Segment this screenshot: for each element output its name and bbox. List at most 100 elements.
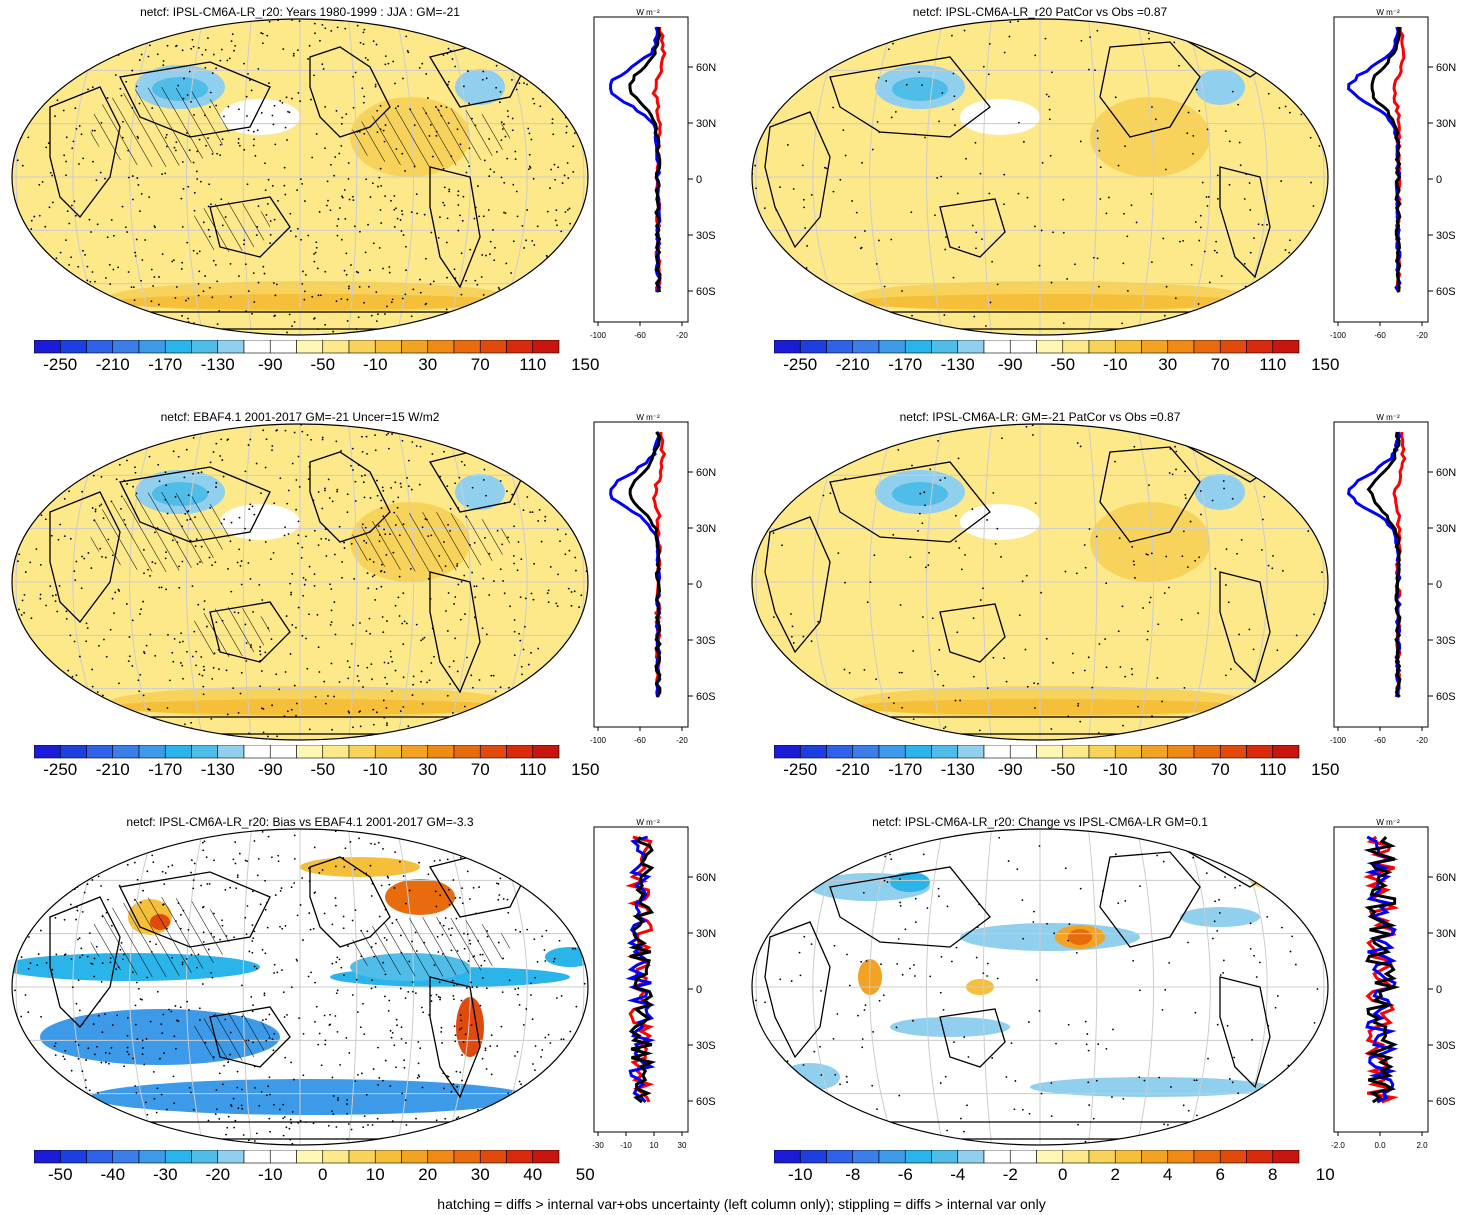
colorbar-label: -10 [362, 760, 388, 779]
colorbar-swatch [191, 745, 219, 759]
colorbar [774, 745, 1300, 759]
colorbar-swatch [799, 340, 827, 354]
colorbar-swatch [1114, 1150, 1142, 1164]
profile-tick-label: -60 [1374, 331, 1386, 340]
colorbar-label: 8 [1268, 1165, 1278, 1184]
colorbar-swatch [1036, 1150, 1064, 1164]
field-region [960, 504, 1040, 540]
colorbar-label: -6 [897, 1165, 913, 1184]
hatching [90, 492, 230, 572]
coastline [429, 976, 481, 1099]
colorbar-swatch [1088, 340, 1116, 354]
profile-line-mean [628, 431, 662, 698]
colorbar [774, 340, 1300, 354]
colorbar-label: 110 [519, 760, 547, 779]
coastline [49, 491, 121, 623]
colorbar-label: -90 [257, 355, 283, 374]
colorbar-label: 70 [1210, 355, 1230, 374]
colorbar-swatch [852, 1150, 880, 1164]
panel-title: netcf: IPSL-CM6A-LR_r20: Change vs IPSL-… [872, 815, 1208, 829]
colorbar-swatch [401, 1150, 429, 1164]
panel-title: netcf: EBAF4.1 2001-2017 GM=-21 Uncer=15… [160, 410, 440, 424]
field-region [1090, 502, 1210, 582]
panel-title: netcf: IPSL-CM6A-LR_r20: Years 1980-1999… [140, 5, 460, 19]
coastline [1219, 976, 1271, 1089]
field-region [1180, 907, 1260, 927]
colorbar-label: -170 [148, 355, 183, 374]
colorbar-swatch [322, 745, 350, 759]
colorbar-swatch [1036, 745, 1064, 759]
profile-lat-label: 30N [696, 118, 716, 130]
colorbar-label: -210 [835, 355, 870, 374]
profile-lat-label: 30S [1436, 635, 1456, 647]
colorbar-swatch [138, 340, 166, 354]
colorbar-label: -210 [95, 760, 130, 779]
colorbar-label: -250 [783, 355, 818, 374]
profile-lat-label: 30S [696, 1040, 716, 1052]
colorbar-label: 70 [1210, 760, 1230, 779]
colorbar-swatch [243, 340, 271, 354]
profile-line-model [609, 26, 662, 293]
colorbar-swatch [86, 340, 114, 354]
profile-tick-label: 2.0 [1416, 1141, 1428, 1150]
robinson-map [11, 423, 589, 741]
colorbar-labels: -250 -210 -170 -130 -90 -50 -10 30 70 110 150 [34, 355, 599, 377]
colorbar-swatch [164, 1150, 192, 1164]
profile-lat-label: 30N [1436, 118, 1456, 130]
colorbar-label: 30 [418, 760, 438, 779]
colorbar-swatch [453, 1150, 481, 1164]
profile-lat-label: 30N [1436, 523, 1456, 535]
zonal-mean-profile: W m⁻² 60N 30N 0 30S 60S -100 -60 -20 [1330, 413, 1456, 745]
colorbar-swatch [59, 745, 87, 759]
colorbar-swatch [453, 340, 481, 354]
colorbar-label: -10 [1102, 760, 1128, 779]
colorbar-label: -8 [845, 1165, 861, 1184]
colorbar-swatch [138, 745, 166, 759]
colorbar-swatch [1193, 745, 1221, 759]
coastline [764, 921, 831, 1059]
coastline [829, 461, 991, 543]
colorbar-swatch [164, 745, 192, 759]
field-region [220, 504, 300, 540]
field-region [110, 294, 510, 310]
colorbar-swatch [852, 745, 880, 759]
robinson-map [751, 423, 1329, 741]
profile-lat-label: 60S [1436, 286, 1456, 298]
map-panel-5: netcf: IPSL-CM6A-LR_r20: Bias vs EBAF4.1… [10, 815, 730, 1215]
colorbar-swatch [1219, 340, 1247, 354]
colorbar-label: -130 [940, 760, 975, 779]
field-region [1090, 97, 1210, 177]
profile-line-mean [628, 26, 662, 293]
profile-tick-label: -20 [676, 736, 688, 745]
colorbar-swatch [826, 340, 854, 354]
colorbar-swatch [1272, 1150, 1300, 1164]
colorbar-label: -2 [1002, 1165, 1018, 1184]
colorbar-swatch [112, 340, 140, 354]
map-panel-1: netcf: IPSL-CM6A-LR_r20: Years 1980-1999… [10, 5, 730, 405]
colorbar-swatch [506, 745, 534, 759]
profile-line-mean [1363, 835, 1401, 1104]
colorbar-swatch [1272, 340, 1300, 354]
profile-unit: W m⁻² [1376, 413, 1400, 422]
colorbar-labels: -50 -40 -30 -20 -10 0 10 20 30 40 50 [34, 1165, 595, 1187]
colorbar-swatch [269, 1150, 297, 1164]
profile-unit: W m⁻² [1376, 818, 1400, 827]
colorbar-swatch [532, 745, 560, 759]
colorbar-label: -50 [310, 355, 336, 374]
colorbar-label: 30 [1158, 355, 1178, 374]
colorbar-swatch [878, 1150, 906, 1164]
colorbar-swatch [774, 340, 801, 354]
coastline [764, 516, 831, 654]
colorbar-label: -170 [148, 760, 183, 779]
profile-lat-label: 60S [696, 286, 716, 298]
colorbar-swatch [983, 1150, 1011, 1164]
field-region [960, 99, 1040, 135]
colorbar-labels: -250 -210 -170 -130 -90 -50 -10 30 70 110 150 [34, 760, 599, 782]
colorbar-labels: -250 -210 -170 -130 -90 -50 -10 30 70 110 150 [774, 760, 1339, 782]
field-region [1195, 69, 1245, 105]
colorbar-label: 110 [1259, 355, 1287, 374]
profile-tick-label: -2.0 [1331, 1141, 1345, 1150]
zonal-mean-profile: W m⁻² 60N 30N 0 30S 60S -100 -60 -20 [1330, 8, 1456, 340]
profile-lat-label: 30S [1436, 230, 1456, 242]
colorbar-label: 110 [519, 355, 547, 374]
